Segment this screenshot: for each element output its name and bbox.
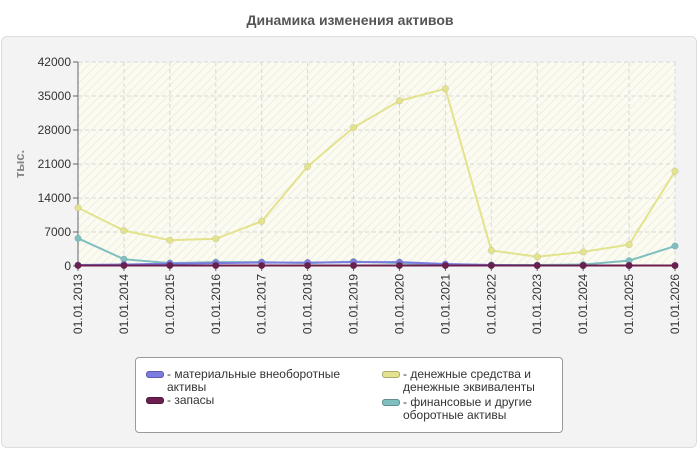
data-point[interactable] [671,242,679,250]
x-tick-label: 01.01.2023 [530,274,544,334]
data-point[interactable] [349,261,358,270]
data-point[interactable] [671,261,679,270]
legend-swatch [382,399,400,406]
y-tick-label: 35000 [38,89,72,103]
x-tick-label: 01.01.2021 [438,274,452,334]
data-point[interactable] [579,248,587,256]
x-tick-label: 01.01.2024 [576,274,590,334]
legend-label: - денежные средства и денежные эквивален… [403,367,535,394]
x-tick-label: 01.01.2025 [622,274,636,334]
data-point[interactable] [212,235,220,243]
y-tick-label: 28000 [38,123,72,137]
data-point[interactable] [120,261,128,270]
data-point[interactable] [304,162,312,170]
x-tick-label: 01.01.2026 [668,274,682,334]
data-point[interactable] [441,85,449,93]
legend-swatch [146,397,164,404]
data-point[interactable] [533,261,541,270]
data-point[interactable] [166,236,174,244]
data-point[interactable] [258,261,266,270]
y-tick-label: 21000 [38,157,72,171]
chart-title: Динамика изменения активов [246,12,454,28]
legend-item[interactable]: - запасы [146,394,214,407]
x-tick-label: 01.01.2016 [209,274,223,334]
data-point[interactable] [625,261,633,270]
y-axis-ticks: 0 7000 14000 21000 28000 35000 42000 [38,55,78,273]
data-point[interactable] [487,261,495,270]
legend-item[interactable]: - материальные внеоборотные активы [146,368,340,394]
x-tick-label: 01.01.2017 [255,274,269,334]
data-point[interactable] [625,241,633,249]
x-tick-label: 01.01.2019 [347,274,361,334]
data-point[interactable] [74,234,82,242]
x-tick-label: 01.01.2018 [301,274,315,334]
x-tick-label: 01.01.2014 [117,274,131,334]
legend-label: - материальные внеоборотные активы [167,367,340,394]
x-tick-label: 01.01.2022 [484,274,498,334]
data-point[interactable] [212,261,220,270]
series-2 [74,85,679,261]
data-point[interactable] [120,226,128,235]
legend: - материальные внеоборотные активы - запа… [135,357,563,433]
data-point[interactable] [74,261,82,270]
data-point[interactable] [533,253,541,261]
x-tick-label: 01.01.2013 [71,274,85,334]
y-tick-label: 7000 [44,225,71,239]
data-point[interactable] [258,217,266,225]
y-axis-label: тыс. [12,150,27,178]
data-point[interactable] [487,246,495,255]
data-point[interactable] [74,204,82,212]
y-tick-label: 14000 [38,191,72,205]
data-point[interactable] [166,261,174,270]
data-point[interactable] [304,261,312,270]
x-tick-label: 01.01.2020 [392,274,406,334]
data-point[interactable] [395,261,404,270]
y-tick-label: 42000 [38,55,72,69]
legend-label: - запасы [167,393,215,407]
x-tick-label: 01.01.2015 [163,274,177,334]
data-point[interactable] [395,97,404,105]
series-layer [74,85,679,270]
series-line [77,87,676,258]
legend-label: - финансовые и другие оборотные активы [403,395,532,422]
data-point[interactable] [671,167,679,175]
x-axis-ticks: 01.01.2013 01.01.2014 01.01.2015 01.01.2016… [71,62,682,334]
data-point[interactable] [579,261,587,270]
series-1 [74,261,679,270]
legend-swatch [146,371,164,378]
data-point[interactable] [349,124,358,132]
legend-swatch [382,371,400,378]
legend-item[interactable]: - финансовые и другие оборотные активы [382,396,532,422]
data-point[interactable] [441,261,449,270]
legend-item[interactable]: - денежные средства и денежные эквивален… [382,368,535,394]
y-tick-label: 0 [64,259,71,273]
